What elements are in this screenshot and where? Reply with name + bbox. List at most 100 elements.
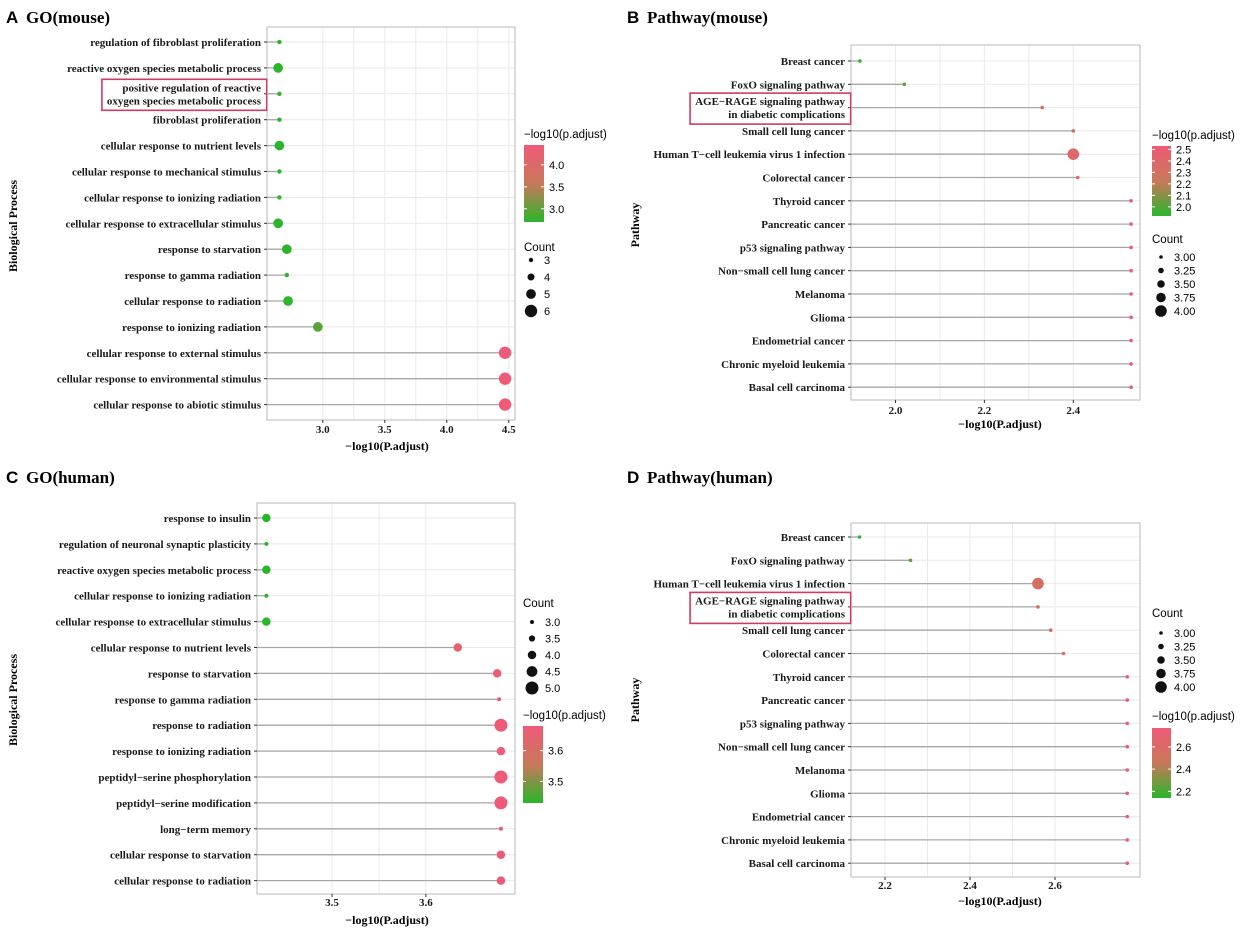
size-legend-label: 5 [544, 289, 550, 301]
category-label: response to ionizing radiation [122, 322, 261, 334]
data-point [273, 218, 284, 229]
x-tick-label: 2.2 [978, 405, 992, 417]
category-label: Colorectal cancer [762, 173, 845, 185]
x-tick-label: 4.0 [440, 424, 454, 436]
data-point [1125, 838, 1130, 842]
category-label: AGE−RAGE signaling pathway in diabetic co… [695, 595, 846, 620]
category-label: positive regulation of reactive oxygen sp… [107, 82, 262, 107]
data-point [858, 59, 862, 63]
data-point [1129, 222, 1133, 226]
data-point [277, 195, 282, 200]
size-legend-label: 3 [544, 255, 550, 267]
panel-d: D Pathway(human) −log10(P.adjust) Pathwa… [627, 468, 1235, 908]
dot-size-legend [1159, 631, 1163, 635]
dot-size-legend [1156, 292, 1166, 303]
category-label: Pancreatic cancer [761, 695, 845, 707]
category-label: Chronic myeloid leukemia [721, 359, 845, 371]
data-point [1067, 148, 1080, 160]
dot-size-legend [1157, 280, 1165, 288]
panel-c-letter: C [6, 468, 18, 487]
category-label: Breast cancer [781, 532, 845, 544]
data-point [262, 565, 271, 575]
panel-a-size-legend-title: Count [524, 242, 555, 254]
data-point [283, 296, 293, 306]
data-point [1125, 744, 1130, 749]
data-point [498, 346, 512, 359]
data-point [494, 770, 508, 784]
color-gradient-legend [523, 726, 543, 803]
panel-a-title: GO(mouse) [26, 8, 110, 27]
size-legend-label: 3.5 [545, 634, 560, 646]
data-point [902, 82, 907, 87]
category-label: Basal cell carcinoma [749, 382, 846, 394]
panel-b-y-axis-title: Pathway [628, 203, 642, 248]
dot-size-legend [527, 650, 537, 660]
size-legend-label: 4.00 [1174, 682, 1195, 694]
category-label: peptidyl−serine phosphorylation [98, 772, 251, 784]
data-point [496, 850, 506, 859]
size-legend-label: 3.50 [1174, 655, 1195, 667]
colorbar-tick-label: 4.0 [549, 160, 564, 172]
size-legend-label: 3.00 [1174, 252, 1195, 264]
dot-size-legend [527, 273, 535, 281]
category-label: response to radiation [152, 720, 251, 732]
size-legend-label: 4.00 [1174, 306, 1195, 318]
panel-b-title: Pathway(mouse) [647, 8, 768, 27]
dot-size-legend [1158, 643, 1164, 650]
size-legend-label: 4.5 [545, 667, 560, 679]
category-label: response to starvation [148, 668, 251, 680]
dot-size-legend [526, 666, 538, 677]
size-legend-label: 6 [544, 306, 550, 318]
size-legend-label: 3.0 [545, 617, 560, 629]
panel-b: B Pathway(mouse) −log10(P.adjust) Pathwa… [627, 8, 1235, 431]
data-point [453, 643, 463, 652]
category-label: cellular response to ionizing radiation [74, 591, 251, 603]
size-legend-label: 3.50 [1174, 279, 1195, 291]
colorbar-tick-label: 2.0 [1176, 202, 1191, 214]
category-label: regulation of fibroblast proliferation [90, 37, 261, 49]
category-label: cellular response to nutrient levels [101, 141, 262, 153]
category-label: Colorectal cancer [762, 649, 845, 661]
category-label-line: in diabetic complications [728, 608, 845, 620]
dot-size-legend [1158, 267, 1164, 274]
panel-c-title: GO(human) [26, 468, 115, 487]
panel-c: C GO(human) −log10(P.adjust) Biological … [6, 468, 606, 927]
data-point [1048, 628, 1053, 632]
dot-size-legend [526, 289, 536, 299]
colorbar-tick-label: 2.2 [1176, 786, 1191, 798]
category-label: p53 signaling pathway [740, 718, 846, 730]
data-point [264, 593, 269, 598]
category-label: response to gamma radiation [125, 270, 261, 282]
data-point [277, 39, 282, 45]
category-label: response to gamma radiation [115, 694, 251, 706]
category-label: response to insulin [164, 513, 251, 525]
dot-size-legend [1159, 255, 1163, 259]
data-point [277, 117, 282, 122]
data-point [1061, 651, 1066, 656]
category-label: cellular response to abiotic stimulus [93, 400, 261, 412]
category-label: Melanoma [795, 765, 846, 777]
category-label: cellular response to extracellular stimu… [65, 218, 261, 230]
size-legend-label: 3.25 [1174, 266, 1195, 278]
data-point [492, 669, 502, 678]
dot-size-legend [1155, 681, 1167, 693]
panel-b-x-axis-title: −log10(P.adjust) [958, 417, 1041, 431]
colorbar-tick-label: 2.2 [1176, 179, 1191, 191]
data-point [494, 718, 508, 732]
category-label: Melanoma [795, 289, 846, 301]
highlight-box [689, 92, 852, 125]
panel-b-letter: B [627, 8, 639, 27]
data-point [908, 558, 913, 563]
category-label: Thyroid cancer [773, 196, 845, 208]
data-point [1125, 814, 1130, 819]
color-gradient-legend [524, 145, 544, 222]
category-label: cellular response to radiation [114, 876, 251, 888]
data-point [498, 826, 503, 831]
data-point [273, 63, 284, 73]
category-label: reactive oxygen species metabolic proces… [67, 63, 262, 75]
colorbar-tick-label: 2.6 [1176, 742, 1191, 754]
panel-d-letter: D [627, 468, 639, 487]
colorbar-tick-label: 2.1 [1176, 190, 1191, 202]
x-tick-label: 2.0 [889, 405, 903, 417]
data-point [1129, 385, 1133, 390]
